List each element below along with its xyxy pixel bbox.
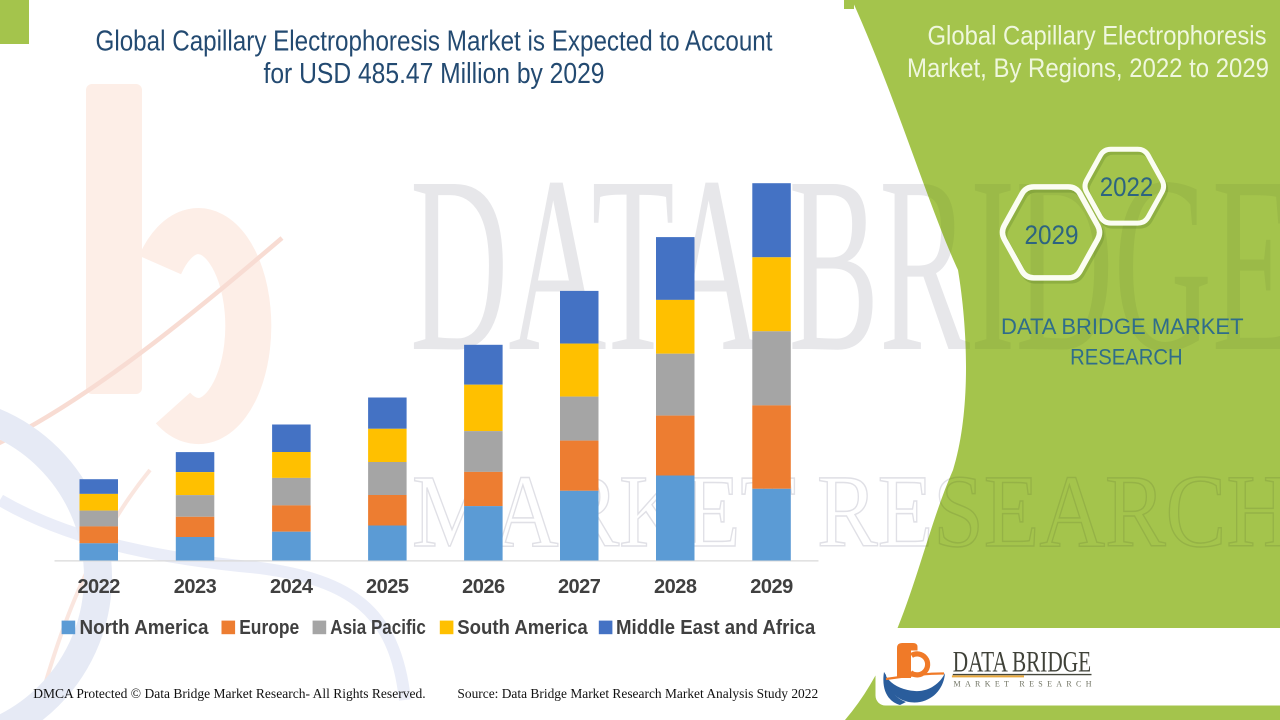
svg-text:2025: 2025	[366, 576, 409, 598]
svg-text:2027: 2027	[558, 576, 601, 598]
svg-text:Asia Pacific: Asia Pacific	[330, 617, 426, 639]
svg-text:Global Capillary Electrophores: Global Capillary Electrophoresis Market …	[96, 25, 773, 57]
svg-text:RESEARCH: RESEARCH	[1070, 345, 1183, 370]
svg-text:2022: 2022	[1100, 172, 1154, 202]
svg-text:2026: 2026	[462, 576, 505, 598]
svg-text:South America: South America	[457, 617, 588, 639]
svg-text:DATA BRIDGE MARKET: DATA BRIDGE MARKET	[1001, 314, 1244, 339]
svg-text:Europe: Europe	[239, 617, 299, 639]
svg-text:Middle East and Africa: Middle East and Africa	[616, 617, 816, 639]
svg-text:North America: North America	[80, 617, 210, 639]
svg-text:2022: 2022	[77, 576, 120, 598]
svg-text:DMCA Protected © Data Bridge M: DMCA Protected © Data Bridge Market Rese…	[33, 687, 425, 702]
svg-text:DATA BRIDGE: DATA BRIDGE	[953, 646, 1091, 679]
svg-text:2024: 2024	[270, 576, 314, 598]
svg-text:for USD 485.47 Million by 2029: for USD 485.47 Million by 2029	[264, 58, 605, 90]
svg-text:MARKET RESEARCH: MARKET RESEARCH	[954, 680, 1092, 689]
svg-text:Market, By Regions, 2022 to 20: Market, By Regions, 2022 to 2029	[907, 53, 1269, 83]
svg-text:2023: 2023	[174, 576, 217, 598]
svg-text:2029: 2029	[750, 576, 793, 598]
svg-text:Source: Data Bridge Market Res: Source: Data Bridge Market Research Mark…	[457, 687, 818, 702]
svg-text:2028: 2028	[654, 576, 697, 598]
svg-text:2029: 2029	[1025, 220, 1079, 250]
svg-text:Global Capillary Electrophores: Global Capillary Electrophoresis	[928, 21, 1267, 51]
